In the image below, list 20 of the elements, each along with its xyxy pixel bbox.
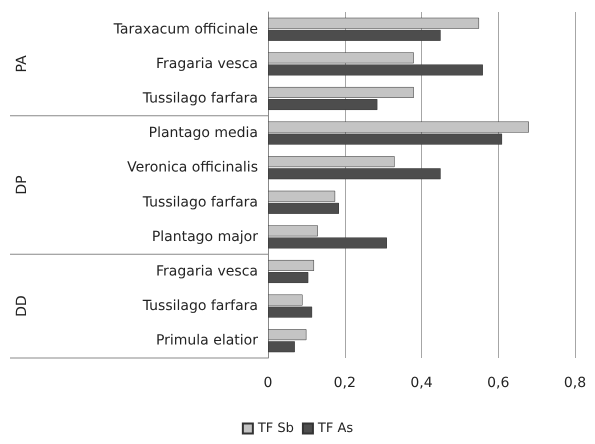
x-tick-label: 0,4 (410, 375, 433, 391)
y-tick-label: Tussilago farfara (142, 194, 258, 210)
legend-label: TF As (316, 421, 354, 436)
y-tick-label: Tussilago farfara (142, 90, 258, 106)
y-tick-label: Fragaria vesca (156, 56, 258, 72)
text: DD (14, 295, 30, 317)
x-tick-label: 0,6 (487, 375, 510, 391)
text: PA (14, 54, 30, 72)
y-tick-label: Taraxacum officinale (112, 21, 258, 38)
y-tick-label: Primula elatior (156, 332, 258, 349)
y-tick-label: Tussilago farfara (142, 298, 258, 314)
text: DP (14, 175, 30, 195)
x-tick-label: 0 (264, 375, 272, 391)
legend-label: TF Sb (256, 421, 294, 436)
x-tick-label: 0,2 (334, 375, 356, 391)
x-tick-label: 0,8 (564, 375, 586, 391)
y-tick-label: Plantago major (152, 228, 258, 245)
y-tick-label: Veronica officinalis (127, 160, 258, 176)
y-tick-label: Plantago media (148, 125, 258, 142)
y-tick-label: Fragaria vesca (156, 264, 258, 280)
